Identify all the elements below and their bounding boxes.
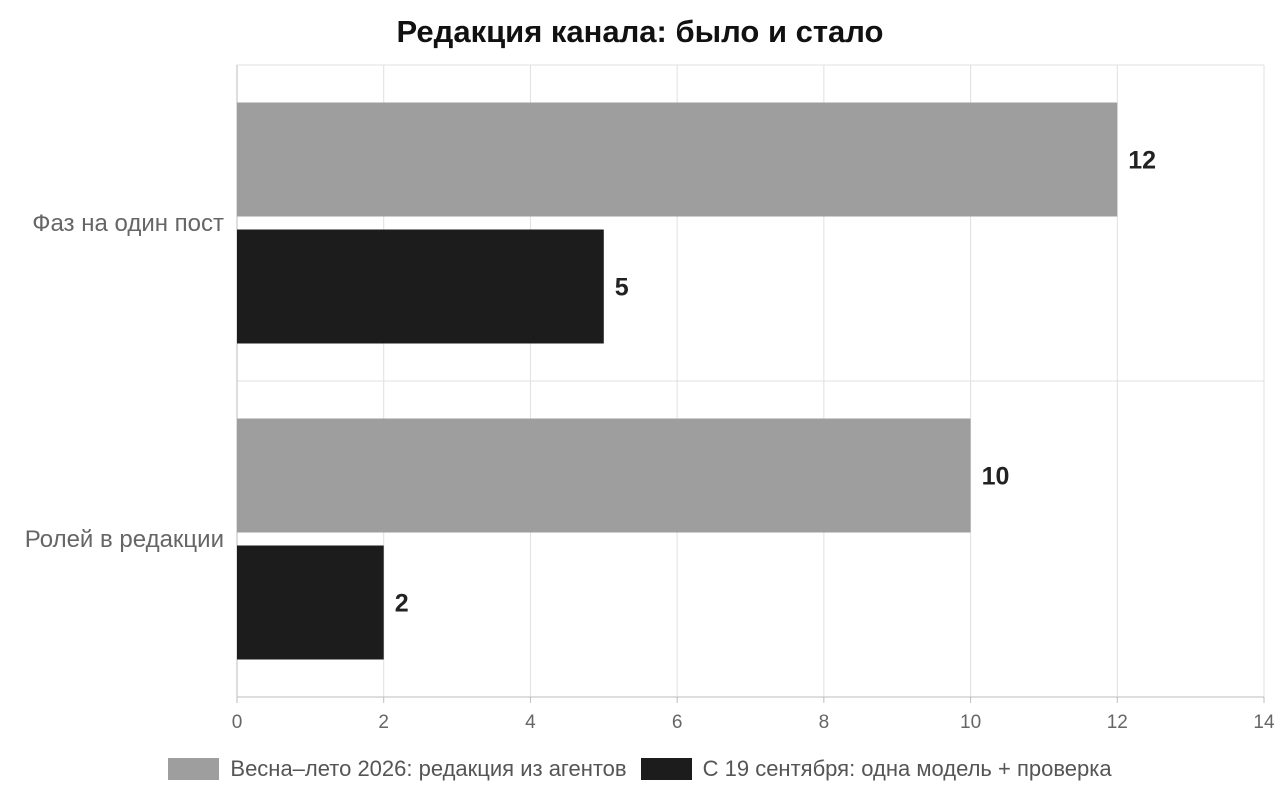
legend: Весна–лето 2026: редакция из агентов С 1… <box>0 756 1280 782</box>
bar-value-label: 5 <box>615 274 629 302</box>
legend-item-series-1: Весна–лето 2026: редакция из агентов <box>168 756 627 782</box>
x-tick-label: 14 <box>1253 712 1275 733</box>
y-category-label: Фаз на один пост <box>32 210 224 237</box>
legend-label-series-1: Весна–лето 2026: редакция из агентов <box>230 756 627 781</box>
bar-value-label: 12 <box>1128 147 1156 175</box>
bar-value-label: 2 <box>395 590 409 618</box>
x-tick-label: 4 <box>525 712 536 733</box>
bar <box>237 418 971 533</box>
bar <box>237 545 384 660</box>
legend-label-series-2: С 19 сентября: одна модель + проверка <box>702 756 1112 781</box>
x-tick-label: 8 <box>819 712 830 733</box>
chart-title: Редакция канала: было и стало <box>396 14 884 49</box>
x-tick-label: 0 <box>232 712 243 733</box>
x-tick-label: 2 <box>378 712 389 733</box>
x-tick-label: 12 <box>1107 712 1128 733</box>
legend-swatch-series-2 <box>640 758 692 780</box>
bar <box>237 229 604 344</box>
bar-value-label: 10 <box>982 463 1010 491</box>
y-category-label: Ролей в редакции <box>25 526 224 553</box>
legend-swatch-series-1 <box>168 758 220 780</box>
bar <box>237 102 1118 217</box>
x-tick-label: 10 <box>960 712 981 733</box>
x-tick-label: 6 <box>672 712 683 733</box>
legend-item-series-2: С 19 сентября: одна модель + проверка <box>640 756 1112 782</box>
